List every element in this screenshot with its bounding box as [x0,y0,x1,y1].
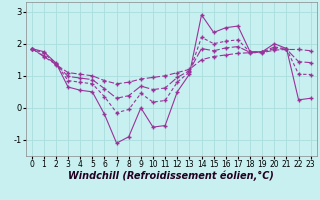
X-axis label: Windchill (Refroidissement éolien,°C): Windchill (Refroidissement éolien,°C) [68,171,274,181]
